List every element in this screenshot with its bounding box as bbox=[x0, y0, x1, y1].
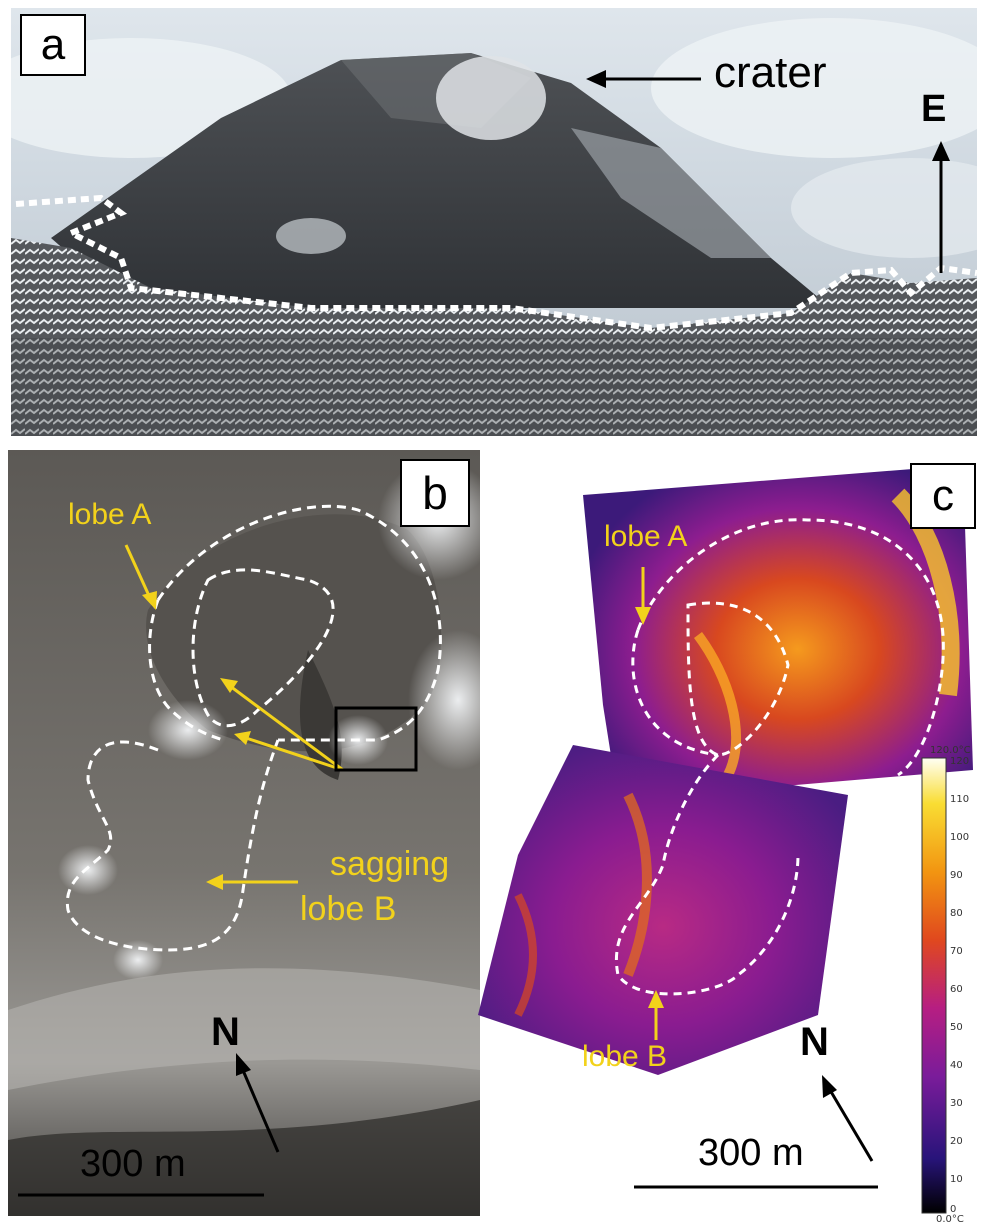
colorbar-tick: 30 bbox=[950, 1098, 963, 1109]
colorbar-tick: 10 bbox=[950, 1174, 963, 1185]
colorbar-tick: 50 bbox=[950, 1022, 963, 1033]
sagging-label: sagging bbox=[330, 845, 450, 883]
panel-b-aerial-photo: b lobe A sagging lobe B N 300 m bbox=[8, 450, 480, 1216]
lobe-b-label: lobe B bbox=[300, 890, 397, 928]
colorbar-tick: 80 bbox=[950, 908, 963, 919]
north-label: N bbox=[211, 1010, 240, 1054]
scale-label-thermal: 300 m bbox=[698, 1132, 804, 1174]
panel-label-b: b bbox=[400, 459, 470, 527]
lobe-a-label: lobe A bbox=[68, 498, 152, 531]
colorbar-tick: 60 bbox=[950, 984, 963, 995]
east-direction-label: E bbox=[921, 88, 947, 130]
colorbar-tick: 90 bbox=[950, 870, 963, 881]
colorbar-tick: 100 bbox=[950, 832, 970, 843]
panel-a-volcano-photo: a crater E bbox=[11, 8, 977, 436]
volcano-photo-illustration bbox=[11, 18, 977, 436]
thermal-map-illustration bbox=[478, 465, 973, 1214]
panel-label-a: a bbox=[20, 14, 86, 76]
north-label-thermal: N bbox=[800, 1020, 829, 1064]
crater-label: crater bbox=[714, 48, 827, 97]
colorbar-tick: 20 bbox=[950, 1136, 963, 1147]
lobe-b-label-thermal: lobe B bbox=[582, 1040, 668, 1073]
panel-label-c: c bbox=[910, 463, 976, 529]
colorbar-min-label: 0.0°C bbox=[936, 1214, 964, 1224]
scale-label: 300 m bbox=[80, 1143, 186, 1185]
lobe-a-label-thermal: lobe A bbox=[604, 520, 688, 553]
colorbar-tick: 40 bbox=[950, 1060, 963, 1071]
panel-c-thermal-image: c lobe A lobe B N 300 m 120.0°C 0.0°C 12… bbox=[478, 455, 982, 1224]
colorbar-max-label: 120.0°C bbox=[930, 745, 971, 756]
colorbar-tick: 110 bbox=[950, 794, 970, 805]
aerial-photo-illustration bbox=[8, 450, 480, 1216]
colorbar-tick: 70 bbox=[950, 946, 963, 957]
colorbar-tick: 120 bbox=[950, 756, 970, 767]
colorbar-tick: 0 bbox=[950, 1204, 957, 1215]
